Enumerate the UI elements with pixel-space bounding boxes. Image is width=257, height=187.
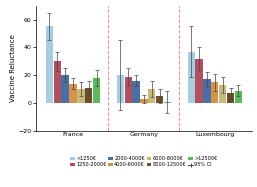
Bar: [219, 85, 226, 103]
Bar: [46, 27, 53, 103]
Bar: [148, 89, 155, 103]
Bar: [117, 75, 124, 103]
Bar: [203, 79, 211, 103]
Bar: [54, 61, 61, 103]
Bar: [164, 102, 171, 103]
Bar: [196, 59, 203, 103]
Bar: [85, 88, 92, 103]
Bar: [227, 93, 234, 103]
Bar: [132, 81, 140, 103]
Bar: [125, 77, 132, 103]
Legend: <1250€, 1250-2000€, 2000-4000€, 4000-6000€, 6000-8000€, 8000-12500€, >12500€, 95: <1250€, 1250-2000€, 2000-4000€, 4000-600…: [70, 156, 218, 168]
Bar: [77, 89, 85, 103]
Bar: [156, 96, 163, 103]
Bar: [69, 84, 77, 103]
Bar: [211, 82, 218, 103]
Bar: [61, 75, 69, 103]
Y-axis label: Vaccine Reluctance: Vaccine Reluctance: [10, 34, 16, 102]
Bar: [93, 78, 100, 103]
Bar: [140, 99, 148, 103]
Bar: [188, 52, 195, 103]
Bar: [235, 91, 242, 103]
